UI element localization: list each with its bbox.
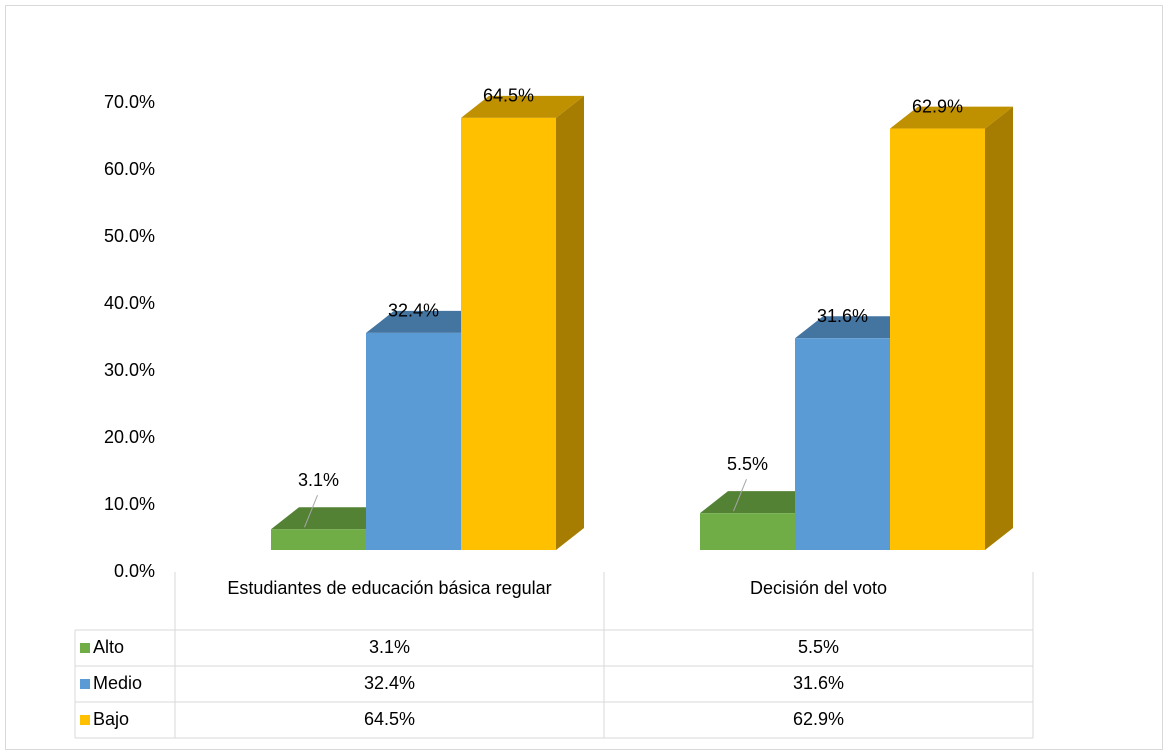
table-value: 62.9%: [793, 709, 844, 729]
legend-label: Bajo: [93, 709, 129, 729]
y-tick-label: 30.0%: [104, 360, 155, 380]
y-tick-label: 10.0%: [104, 494, 155, 514]
bar-top: [461, 95, 584, 118]
bar: [461, 117, 556, 550]
data-label: 62.9%: [912, 96, 963, 116]
leader-line: [304, 495, 318, 528]
y-tick-label: 0.0%: [114, 561, 155, 581]
leader-line: [733, 478, 747, 512]
y-tick-label: 60.0%: [104, 159, 155, 179]
bar-top: [890, 106, 1013, 129]
bar: [271, 529, 366, 550]
bar: [890, 128, 985, 550]
bar-top: [795, 316, 918, 339]
data-label: 3.1%: [298, 470, 339, 490]
data-label: 31.6%: [817, 306, 868, 326]
table-value: 32.4%: [364, 673, 415, 693]
y-tick-label: 70.0%: [104, 92, 155, 112]
bar: [700, 513, 795, 550]
category-label: Decisión del voto: [749, 578, 888, 598]
data-label: 64.5%: [483, 86, 534, 106]
bar-side: [556, 95, 584, 550]
table-value: 3.1%: [369, 637, 410, 657]
table-value: 64.5%: [364, 709, 415, 729]
y-tick-label: 40.0%: [104, 293, 155, 313]
legend-key: [80, 715, 90, 725]
legend-key: [80, 643, 90, 653]
category-label: Estudiantes de educación básica regular: [227, 578, 552, 598]
chart-border: [5, 5, 1163, 750]
legend-label: Medio: [93, 673, 142, 693]
bar: [366, 332, 461, 550]
table-value: 5.5%: [798, 637, 839, 657]
y-tick-label: 50.0%: [104, 226, 155, 246]
bar-top: [271, 507, 394, 530]
bar: [795, 338, 890, 550]
legend-key: [80, 679, 90, 689]
table-value: 31.6%: [793, 673, 844, 693]
data-label: 32.4%: [388, 301, 439, 321]
y-tick-label: 20.0%: [104, 427, 155, 447]
bar-top: [700, 491, 823, 514]
bar-side: [985, 106, 1013, 550]
bar-top: [366, 310, 489, 333]
legend-label: Alto: [93, 637, 124, 657]
data-label: 5.5%: [727, 454, 768, 474]
